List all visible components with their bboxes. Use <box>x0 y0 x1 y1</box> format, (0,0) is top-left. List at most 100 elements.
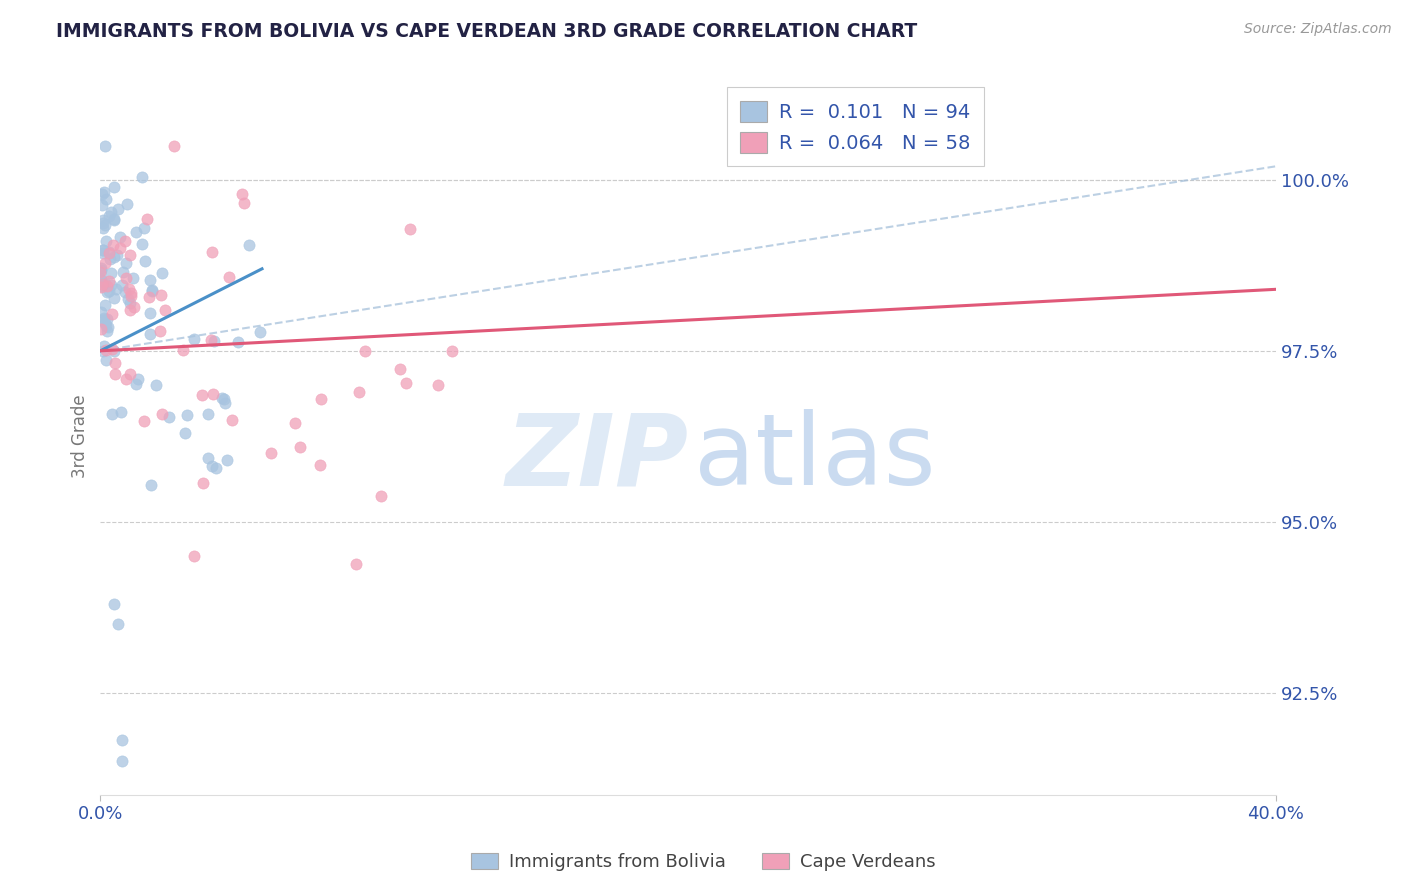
Point <box>139 327 162 342</box>
Point <box>94 192 117 206</box>
Point <box>150 288 173 302</box>
Point <box>138 290 160 304</box>
Point <box>100 266 122 280</box>
Point <box>202 334 225 348</box>
Point <box>90 313 112 327</box>
Point <box>94 318 117 333</box>
Point <box>103 597 125 611</box>
Point <box>90 273 112 287</box>
Point <box>103 344 125 359</box>
Point <box>103 180 125 194</box>
Point <box>118 282 141 296</box>
Point <box>107 202 129 216</box>
Point <box>97 209 120 223</box>
Point <box>89 265 111 279</box>
Point <box>201 458 224 473</box>
Point <box>103 213 125 227</box>
Point <box>249 325 271 339</box>
Point <box>98 284 121 298</box>
Point <box>91 216 114 230</box>
Point <box>97 320 120 334</box>
Point <box>226 334 249 349</box>
Point <box>91 343 114 358</box>
Point <box>114 285 136 300</box>
Point <box>96 278 118 293</box>
Point <box>211 391 233 405</box>
Point <box>145 377 167 392</box>
Point <box>163 139 186 153</box>
Point <box>218 269 240 284</box>
Point <box>93 256 115 270</box>
Point <box>197 407 219 421</box>
Point <box>215 453 238 467</box>
Point <box>105 248 128 262</box>
Point <box>441 344 464 359</box>
Point <box>183 549 205 563</box>
Point <box>96 285 118 300</box>
Point <box>93 185 115 199</box>
Point <box>111 265 134 279</box>
Point <box>176 408 198 422</box>
Point <box>152 407 174 421</box>
Point <box>107 617 129 632</box>
Point <box>183 332 205 346</box>
Point <box>173 426 195 441</box>
Point <box>91 244 114 258</box>
Point <box>111 277 134 292</box>
Point <box>370 489 392 503</box>
Point <box>91 220 114 235</box>
Point <box>122 300 145 314</box>
Point <box>114 372 136 386</box>
Point <box>200 333 222 347</box>
Point <box>221 413 243 427</box>
Point <box>231 186 253 201</box>
Point <box>124 225 146 239</box>
Point <box>93 339 115 353</box>
Point <box>94 353 117 368</box>
Point <box>131 169 153 184</box>
Point <box>97 244 120 259</box>
Point <box>127 372 149 386</box>
Point <box>117 293 139 307</box>
Point <box>149 324 172 338</box>
Point <box>111 733 134 747</box>
Point <box>354 343 377 358</box>
Point <box>96 343 118 357</box>
Point <box>101 342 124 356</box>
Point <box>139 306 162 320</box>
Point <box>132 414 155 428</box>
Point <box>90 198 112 212</box>
Point <box>191 388 214 402</box>
Point <box>94 316 117 330</box>
Point <box>111 754 134 768</box>
Point <box>141 284 163 298</box>
Point <box>90 271 112 285</box>
Point <box>100 277 122 292</box>
Point <box>349 384 371 399</box>
Point <box>136 211 159 226</box>
Point <box>131 237 153 252</box>
Point <box>91 277 114 292</box>
Point <box>114 234 136 248</box>
Point <box>132 221 155 235</box>
Point <box>309 458 332 472</box>
Point <box>103 212 125 227</box>
Point <box>90 322 112 336</box>
Point <box>96 312 118 326</box>
Point <box>96 324 118 338</box>
Point <box>389 361 412 376</box>
Point <box>94 219 117 233</box>
Point <box>93 310 115 325</box>
Point <box>233 196 256 211</box>
Point <box>118 367 141 381</box>
Point <box>115 271 138 285</box>
Legend: Immigrants from Bolivia, Cape Verdeans: Immigrants from Bolivia, Cape Verdeans <box>464 846 942 879</box>
Text: atlas: atlas <box>695 409 935 507</box>
Point <box>260 446 283 460</box>
Point <box>157 409 180 424</box>
Point <box>191 476 214 491</box>
Point <box>141 285 163 299</box>
Point <box>94 276 117 290</box>
Point <box>399 222 422 236</box>
Point <box>120 285 142 300</box>
